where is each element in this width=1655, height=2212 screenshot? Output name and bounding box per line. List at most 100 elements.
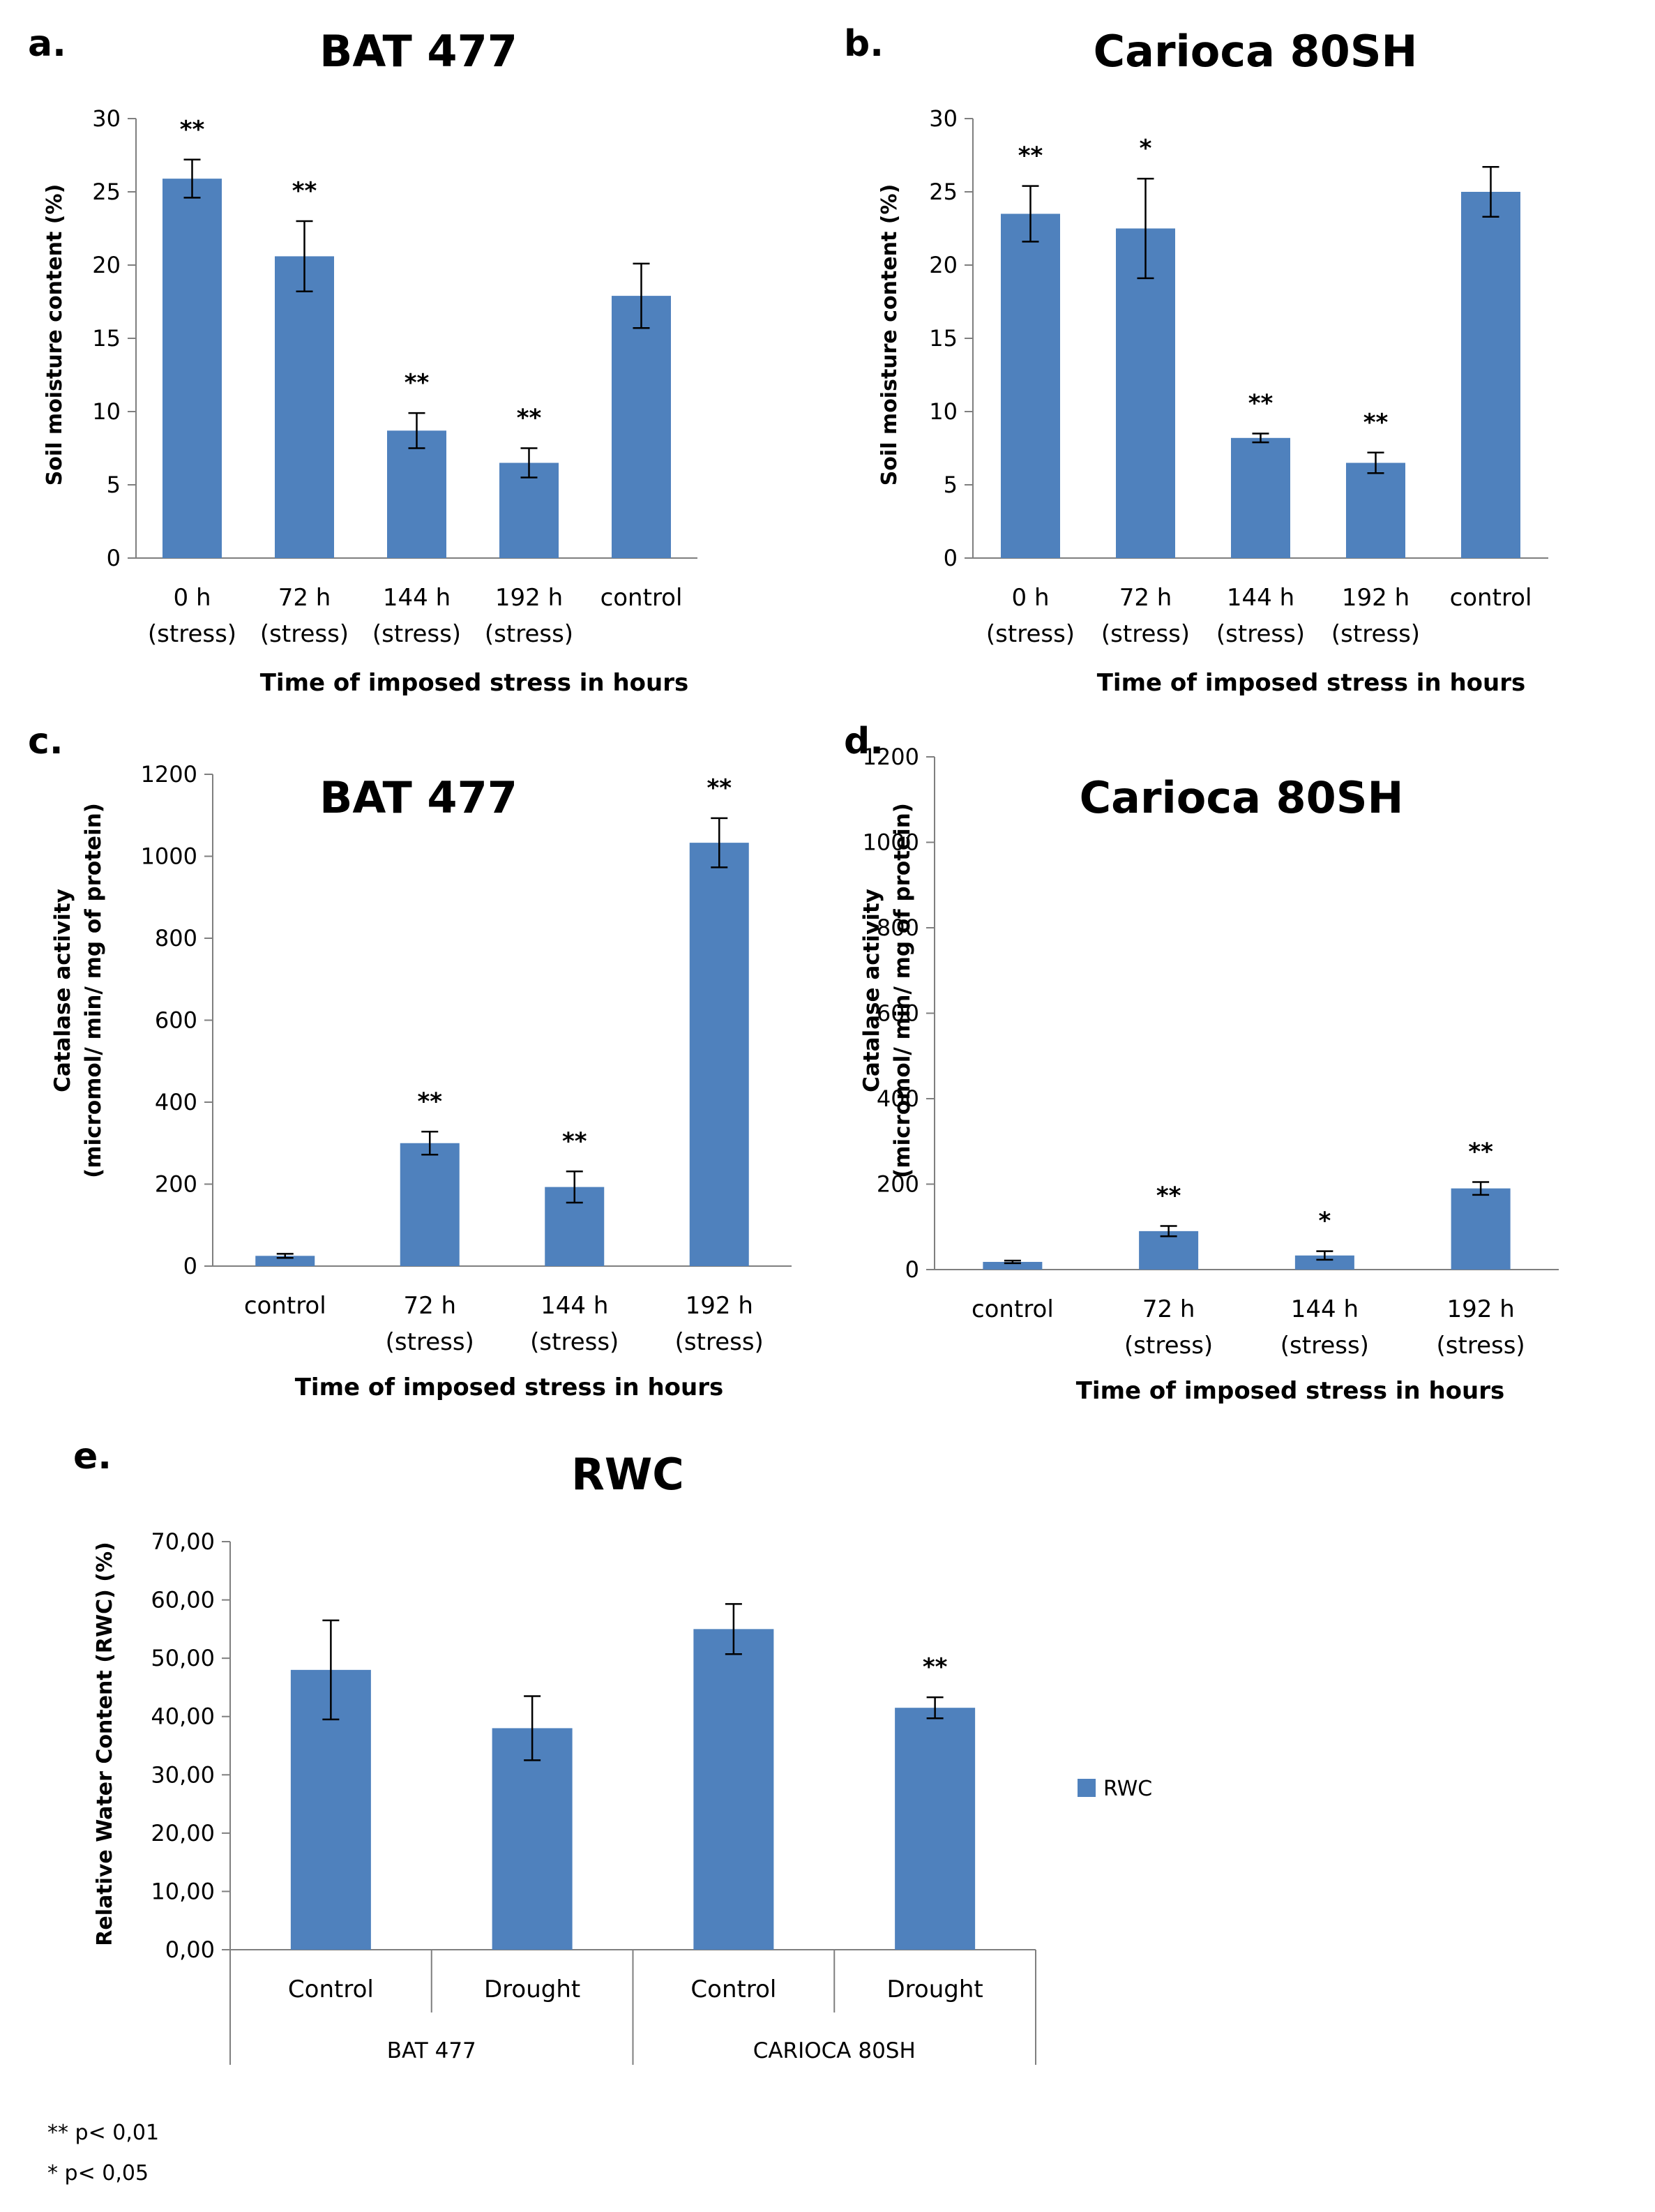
x-tick-label: (stress) xyxy=(530,1328,619,1356)
y-tick-label: 0 xyxy=(905,1256,919,1283)
x-tick-label: 192 h xyxy=(686,1292,753,1320)
y-axis-label: (micromol/ min/ mg of protein) xyxy=(890,803,915,1178)
x-tick-label: (stress) xyxy=(148,620,236,648)
bar xyxy=(163,179,222,559)
significance-marker: ** xyxy=(1363,409,1389,437)
x-axis-label: Time of imposed stress in hours xyxy=(1076,1377,1505,1405)
significance-marker: ** xyxy=(1156,1182,1181,1210)
bar xyxy=(1451,1188,1511,1270)
chart-title: Carioca 80SH xyxy=(1094,26,1418,77)
y-tick-label: 600 xyxy=(877,1000,919,1027)
x-tick-label: control xyxy=(244,1292,326,1320)
significance-marker: * xyxy=(1140,135,1152,163)
chart-title: Carioca 80SH xyxy=(1080,772,1404,823)
bar xyxy=(693,1629,774,1950)
x-tick-label: (stress) xyxy=(1437,1332,1525,1360)
panel-label: a. xyxy=(28,23,66,65)
y-tick-label: 1000 xyxy=(863,829,919,856)
y-tick-label: 70,00 xyxy=(151,1528,215,1555)
legend-entry: RWC xyxy=(1103,1777,1152,1801)
bar xyxy=(255,1256,315,1266)
significance-marker: ** xyxy=(1248,390,1274,418)
x-tick-label: 192 h xyxy=(495,584,563,612)
x-tick-label: control xyxy=(600,584,683,612)
y-tick-label: 10 xyxy=(929,398,958,425)
bar xyxy=(1001,213,1060,558)
y-tick-label: 30 xyxy=(929,105,958,132)
chart-title: RWC xyxy=(571,1449,684,1500)
x-axis-label: Time of imposed stress in hours xyxy=(260,669,689,697)
x-tick-label: control xyxy=(972,1295,1054,1323)
y-tick-label: 1200 xyxy=(863,744,919,770)
chart-panel-b: b. Carioca 80SH 0 5 10 15 20 25 30 Soil moisture … xyxy=(844,23,1548,697)
bar xyxy=(275,256,334,558)
footnote-marker: * xyxy=(47,2161,58,2185)
footnote-text: p< 0,05 xyxy=(64,2161,149,2185)
x-tick-label: 72 h xyxy=(1142,1295,1195,1323)
x-tick-label: 144 h xyxy=(541,1292,608,1320)
chart-panel-d: d. Carioca 80SH 0 200 400 600 800 1000 1200 Catal… xyxy=(844,721,1559,1405)
x-tick-label: 72 h xyxy=(278,584,331,612)
x-group-label: CARIOCA 80SH xyxy=(753,2038,916,2063)
y-tick-label: 800 xyxy=(155,925,197,951)
y-tick-label: 5 xyxy=(107,472,121,498)
x-tick-label: 144 h xyxy=(383,584,451,612)
x-group-label: BAT 477 xyxy=(387,2038,476,2063)
y-tick-label: 0 xyxy=(107,545,121,571)
y-axis-label: Soil moisture content (%) xyxy=(43,184,67,486)
y-tick-label: 800 xyxy=(877,915,919,941)
significance-marker: ** xyxy=(1018,142,1043,170)
chart-title: BAT 477 xyxy=(319,26,517,77)
bar xyxy=(612,296,671,558)
x-tick-label: (stress) xyxy=(1216,620,1305,648)
significance-marker: ** xyxy=(1468,1138,1493,1166)
y-tick-label: 15 xyxy=(929,325,958,352)
y-tick-label: 15 xyxy=(92,325,121,352)
significance-marker: ** xyxy=(417,1088,442,1115)
y-tick-label: 200 xyxy=(877,1171,919,1198)
x-tick-label: 72 h xyxy=(1119,584,1172,612)
significance-marker: ** xyxy=(180,116,205,144)
panel-label: e. xyxy=(73,1436,112,1477)
significance-marker: * xyxy=(1318,1207,1331,1235)
footnote-p001: ** p< 0,01 xyxy=(47,2121,159,2145)
x-axis-label: Time of imposed stress in hours xyxy=(295,1374,724,1401)
bar xyxy=(895,1708,976,1950)
y-tick-label: 400 xyxy=(877,1085,919,1112)
bar xyxy=(492,1728,573,1950)
y-tick-label: 5 xyxy=(944,472,958,498)
x-tick-label: 144 h xyxy=(1291,1295,1359,1323)
y-tick-label: 40,00 xyxy=(151,1703,215,1730)
x-tick-label: (stress) xyxy=(1280,1332,1369,1360)
x-tick-label: control xyxy=(1450,584,1532,612)
y-axis-label: (micromol/ min/ mg of protein) xyxy=(81,803,106,1178)
x-tick-label: 192 h xyxy=(1342,584,1410,612)
y-tick-label: 20,00 xyxy=(151,1820,215,1846)
x-tick-label: (stress) xyxy=(986,620,1075,648)
y-tick-label: 25 xyxy=(92,179,121,205)
chart-panel-a: a. BAT 477 0 5 10 15 20 25 30 Soil moisture conte… xyxy=(28,23,697,697)
bar xyxy=(1139,1231,1199,1270)
significance-marker: ** xyxy=(405,369,430,397)
x-tick-label: Control xyxy=(288,1976,374,2003)
y-tick-label: 0 xyxy=(944,545,958,571)
chart-panel-c: c. BAT 477 0 200 400 600 800 1000 1200 Catalase a… xyxy=(28,721,792,1401)
y-tick-label: 200 xyxy=(155,1171,197,1198)
y-tick-label: 1200 xyxy=(141,761,197,788)
y-tick-label: 400 xyxy=(155,1089,197,1115)
y-tick-label: 1000 xyxy=(141,843,197,870)
footnote-p005: * p< 0,05 xyxy=(47,2161,149,2185)
x-tick-label: 192 h xyxy=(1446,1295,1514,1323)
legend-swatch xyxy=(1078,1779,1096,1797)
chart-panel-e: e. RWC 0,00 10,00 20,00 30,00 40,00 50,00 60,00 7… xyxy=(73,1436,1152,2065)
x-tick-label: 0 h xyxy=(1012,584,1050,612)
y-tick-label: 30,00 xyxy=(151,1761,215,1788)
y-tick-label: 10,00 xyxy=(151,1878,215,1904)
y-tick-label: 600 xyxy=(155,1007,197,1034)
x-tick-label: (stress) xyxy=(260,620,349,648)
y-tick-label: 20 xyxy=(929,252,958,278)
x-tick-label: (stress) xyxy=(386,1328,474,1356)
x-tick-label: Drought xyxy=(484,1976,580,2003)
chart-title: BAT 477 xyxy=(319,772,517,823)
